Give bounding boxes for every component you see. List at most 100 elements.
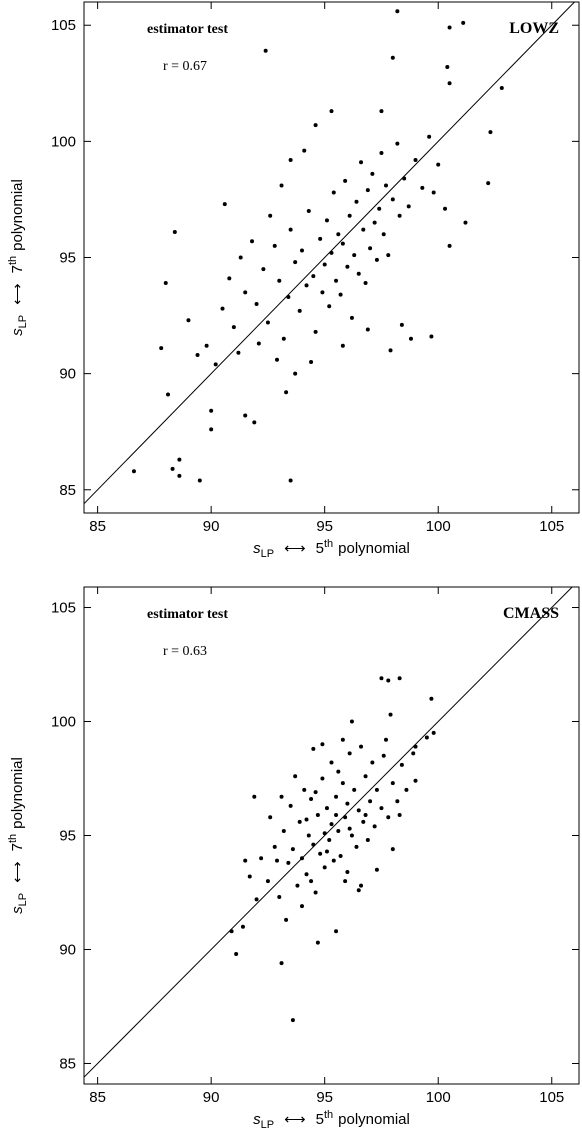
point: [315, 812, 320, 817]
point: [336, 769, 341, 774]
point: [359, 160, 364, 165]
plot-frame: [83, 1, 580, 514]
point: [395, 141, 400, 146]
point: [265, 320, 270, 325]
point: [420, 185, 425, 190]
point: [290, 847, 295, 852]
x-tick-label: 90: [203, 1089, 220, 1106]
point: [345, 869, 350, 874]
point: [397, 676, 402, 681]
point: [324, 218, 329, 223]
point: [320, 776, 325, 781]
point: [377, 206, 382, 211]
point: [429, 334, 434, 339]
y-tick-label: 100: [51, 714, 76, 731]
y-tick-label: 105: [51, 600, 76, 617]
point: [343, 815, 348, 820]
point: [284, 917, 289, 922]
point: [404, 787, 409, 792]
superscript: th: [7, 834, 19, 843]
subscript: LP: [261, 1119, 274, 1131]
point: [272, 844, 277, 849]
point: [429, 696, 434, 701]
point: [309, 879, 314, 884]
point: [322, 831, 327, 836]
symbol: s: [253, 1111, 261, 1128]
point: [374, 257, 379, 262]
point: [488, 130, 493, 135]
point: [275, 357, 280, 362]
point: [279, 794, 284, 799]
point: [329, 250, 334, 255]
point: [356, 888, 361, 893]
point: [234, 952, 239, 957]
point: [309, 797, 314, 802]
x-tick-label: 105: [539, 518, 564, 535]
point: [324, 806, 329, 811]
point: [329, 822, 334, 827]
point: [177, 457, 182, 462]
ordinal: 7: [9, 265, 26, 273]
point: [338, 854, 343, 859]
point: [447, 243, 452, 248]
point: [240, 924, 245, 929]
y-tick-label: 95: [59, 828, 76, 845]
point: [395, 9, 400, 14]
arrow: ⟷: [9, 861, 26, 883]
point: [293, 774, 298, 779]
point: [374, 787, 379, 792]
point: [427, 134, 432, 139]
point: [247, 874, 252, 879]
point: [163, 281, 168, 286]
point: [254, 897, 259, 902]
point: [170, 466, 175, 471]
point: [343, 178, 348, 183]
point: [349, 833, 354, 838]
x-tick-label: 100: [426, 518, 451, 535]
point: [395, 799, 400, 804]
point: [263, 48, 268, 53]
point: [388, 348, 393, 353]
point: [265, 879, 270, 884]
symbol: s: [9, 328, 26, 336]
point: [424, 735, 429, 740]
point: [390, 55, 395, 60]
annotation: r = 0.67: [163, 59, 207, 74]
point: [227, 276, 232, 281]
point: [461, 20, 466, 25]
point: [159, 346, 164, 351]
point: [443, 206, 448, 211]
point: [166, 392, 171, 397]
point: [343, 879, 348, 884]
point: [334, 794, 339, 799]
point: [204, 343, 209, 348]
point: [315, 940, 320, 945]
point: [368, 246, 373, 251]
point: [329, 760, 334, 765]
point: [195, 353, 200, 358]
label-rest: polynomial: [9, 757, 26, 829]
point: [306, 209, 311, 214]
superscript: th: [324, 1109, 333, 1121]
point: [379, 676, 384, 681]
point: [311, 274, 316, 279]
point: [340, 781, 345, 786]
point: [286, 860, 291, 865]
point: [347, 751, 352, 756]
point: [356, 271, 361, 276]
point: [345, 264, 350, 269]
point: [347, 213, 352, 218]
symbol: s: [253, 540, 261, 557]
point: [349, 719, 354, 724]
subscript: LP: [261, 548, 274, 560]
point: [320, 742, 325, 747]
panel: 85 90 95 100 105 85 90 95 100 105 estimator test r …: [7, 586, 580, 1131]
arrow: ⟷: [9, 283, 26, 305]
point: [354, 199, 359, 204]
point: [286, 294, 291, 299]
point: [365, 188, 370, 193]
point: [463, 220, 468, 225]
point: [386, 678, 391, 683]
point: [293, 260, 298, 265]
point: [386, 815, 391, 820]
